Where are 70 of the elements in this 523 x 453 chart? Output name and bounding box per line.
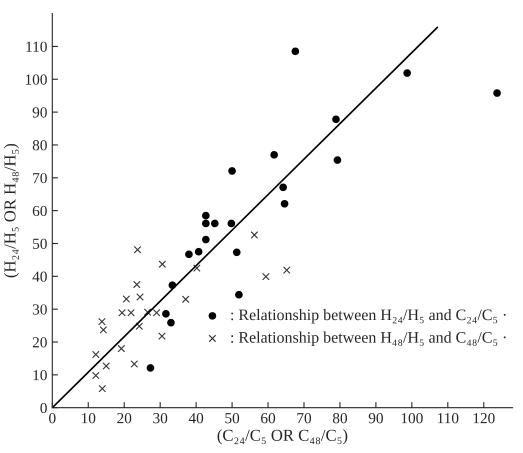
y-tick-label: 80 <box>32 140 47 150</box>
point <box>280 200 288 208</box>
x-tick-label: 20 <box>117 413 132 424</box>
point <box>132 280 141 288</box>
x-tick-label: 0 <box>49 413 56 424</box>
y-tick-label: 10 <box>34 370 47 380</box>
point <box>228 167 236 175</box>
x-tick-label: 80 <box>332 413 348 424</box>
point <box>202 220 210 228</box>
y-axis-title: (H₂₄/H₅ OR H₄₈/H₅) <box>4 144 19 278</box>
point <box>279 184 287 192</box>
point <box>122 295 130 303</box>
point <box>167 318 175 326</box>
y-tick-label: 0 <box>40 402 47 414</box>
point <box>262 272 270 280</box>
point <box>136 293 144 301</box>
point <box>334 156 342 164</box>
y-tick-label: 110 <box>26 42 47 52</box>
y-tick-label: 20 <box>32 337 47 348</box>
point <box>158 332 166 340</box>
point <box>493 89 501 97</box>
point <box>232 248 241 256</box>
point <box>182 296 190 304</box>
x-axis-title: (C₂₄/C₅ OR C₄₈/C₅) <box>218 429 348 444</box>
point <box>292 48 300 56</box>
point <box>92 350 100 358</box>
point <box>136 322 144 330</box>
x-tick-label: 10 <box>82 413 96 424</box>
point <box>250 231 258 239</box>
point <box>158 260 166 268</box>
x-tick-label: 90 <box>368 413 383 424</box>
point <box>202 236 210 244</box>
x-tick-label: 30 <box>153 413 168 424</box>
legend-label: : Relationship between H₄₈/H₅ and C₄₈/C₅ · <box>231 332 506 346</box>
point <box>102 362 110 370</box>
point <box>202 212 210 220</box>
x-tick-label: 110 <box>438 413 458 424</box>
point <box>235 290 243 299</box>
point <box>92 372 100 380</box>
y-tick-label: 50 <box>33 238 47 249</box>
point <box>98 384 106 392</box>
y-tick-label: 60 <box>32 206 47 216</box>
point <box>118 344 126 352</box>
point <box>228 220 236 228</box>
point <box>270 151 278 159</box>
y-tick-label: 100 <box>26 74 47 85</box>
point <box>194 248 202 256</box>
x-tick-label: 60 <box>261 413 276 424</box>
x-tick-label: 70 <box>297 413 312 424</box>
point <box>130 360 138 368</box>
point <box>332 116 340 124</box>
legend-label: : Relationship between H₂₄/H₅ and C₂₄/C₅ · <box>231 308 506 324</box>
point <box>162 310 170 318</box>
point <box>100 326 108 334</box>
x-tick-label: 50 <box>225 413 240 424</box>
point <box>211 220 219 228</box>
y-tick-label: 70 <box>33 172 47 184</box>
point <box>98 318 106 326</box>
point <box>185 250 193 258</box>
point <box>146 364 154 372</box>
x-tick-label: 120 <box>474 413 495 424</box>
point <box>403 69 411 77</box>
y-tick-label: 90 <box>32 107 47 118</box>
x-tick-label: 100 <box>402 413 423 424</box>
y-tick-label: 30 <box>32 304 47 315</box>
point <box>134 246 142 254</box>
y-tick-label: 40 <box>32 271 47 282</box>
x-tick-label: 40 <box>188 413 204 424</box>
point <box>193 264 201 272</box>
point <box>282 266 291 274</box>
